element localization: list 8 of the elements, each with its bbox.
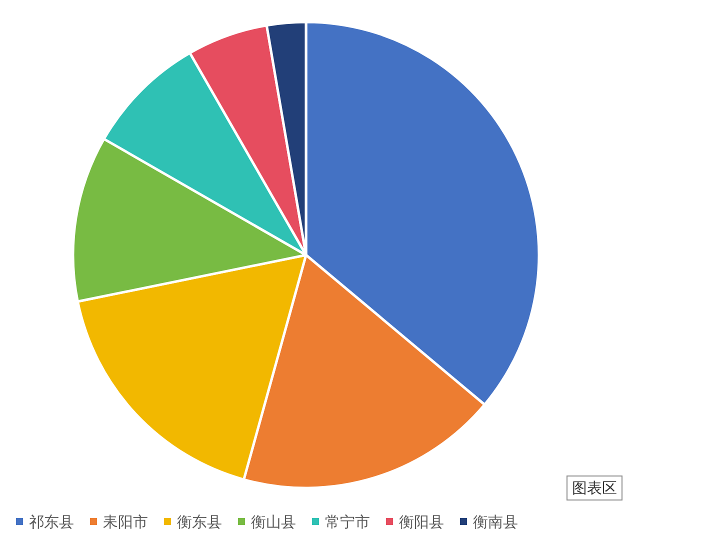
legend-label: 衡阳县 [399,513,444,531]
annotation: 图表区 [566,476,622,500]
legend-label: 衡南县 [473,513,518,531]
legend-label: 衡东县 [177,513,222,531]
legend-label: 衡山县 [251,513,296,531]
legend-label: 耒阳市 [103,513,148,531]
legend-label: 祁东县 [29,513,74,531]
legend-label: 常宁市 [325,513,370,531]
